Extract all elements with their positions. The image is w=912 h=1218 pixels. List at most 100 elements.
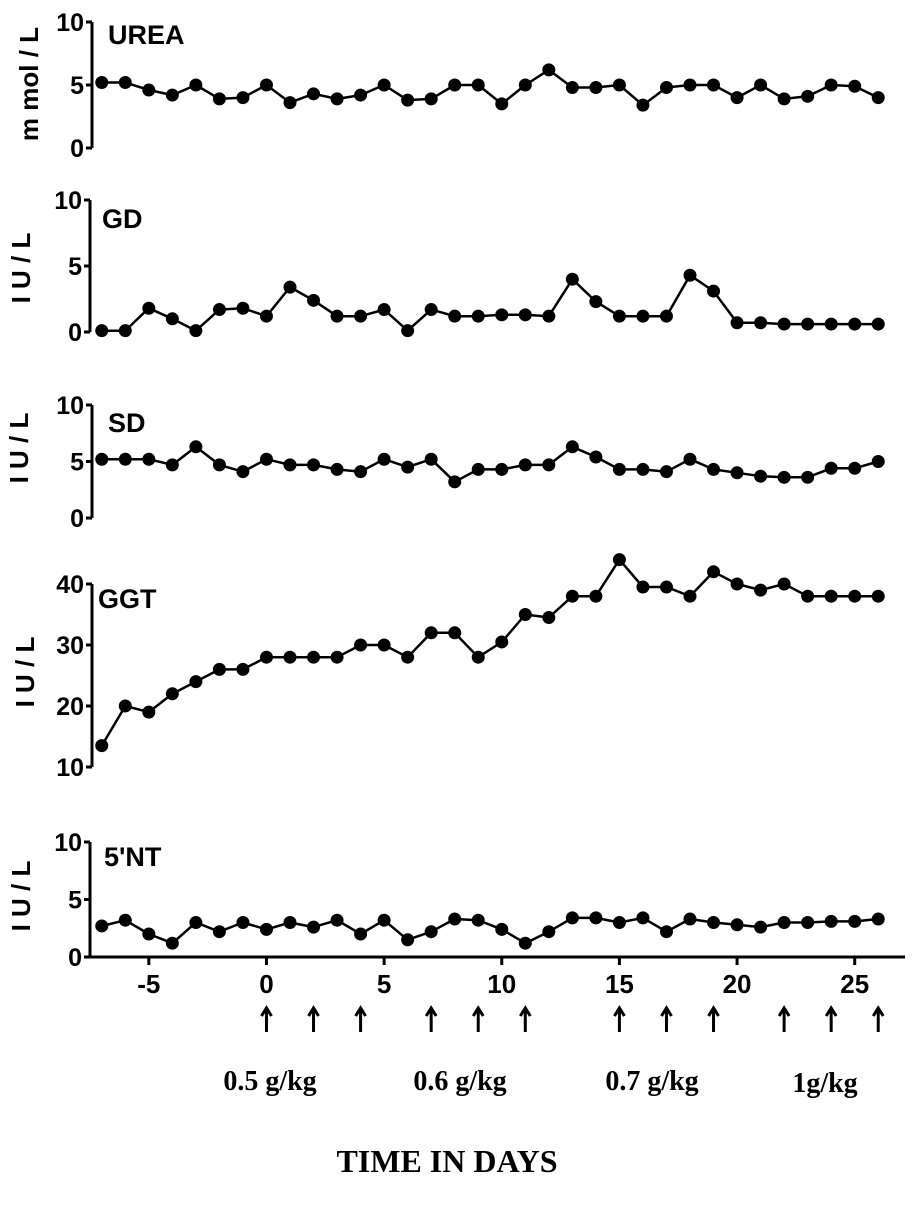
data-point: [659, 465, 673, 479]
dose-arrow: [424, 1005, 438, 1032]
data-point: [142, 452, 156, 466]
data-point: [565, 911, 579, 925]
dose-label-3: 0.7 g/kg: [605, 1066, 698, 1097]
y-axis-label: m mol / L: [14, 27, 44, 141]
data-point: [777, 317, 791, 331]
data-point: [683, 452, 697, 466]
data-point: [636, 98, 650, 112]
data-point: [636, 309, 650, 323]
data-point: [424, 925, 438, 939]
data-point: [448, 912, 462, 926]
data-point: [283, 280, 297, 294]
data-point: [495, 97, 509, 111]
data-point: [565, 272, 579, 286]
data-point: [636, 911, 650, 925]
data-point: [801, 317, 815, 331]
data-point: [212, 662, 226, 676]
dose-arrow: [354, 1005, 367, 1032]
data-point: [612, 916, 626, 929]
data-point: [589, 911, 603, 925]
y-tick-label: 5: [68, 253, 82, 281]
data-point: [871, 91, 885, 105]
data-point: [730, 91, 744, 105]
data-point: [707, 565, 721, 579]
data-point: [707, 462, 721, 476]
y-tick-label: 0: [68, 944, 82, 972]
data-point: [848, 79, 862, 93]
data-point: [565, 81, 579, 95]
data-point: [848, 317, 862, 331]
panel-5: 0 5 10 I U / L 5'NT: [6, 829, 885, 972]
data-point: [377, 638, 391, 652]
data-point: [189, 78, 203, 92]
data-point: [612, 553, 626, 567]
data-point: [377, 78, 391, 92]
data-point: [707, 916, 721, 929]
y-tick-label: 0: [68, 319, 82, 347]
data-point: [354, 638, 368, 652]
data-point: [612, 78, 626, 92]
data-point: [848, 914, 862, 928]
data-point: [871, 455, 885, 468]
data-point: [777, 577, 791, 591]
dose-label-4: 1g/kg: [792, 1068, 857, 1099]
data-point: [518, 308, 532, 322]
data-point: [354, 927, 368, 941]
series-line: [101, 916, 879, 945]
data-point: [330, 92, 344, 106]
data-point: [730, 316, 744, 330]
panel-4: 10 20 30 40 I U / L GGT: [10, 553, 885, 782]
data-point: [448, 626, 462, 640]
data-point: [424, 303, 438, 317]
data-point: [777, 470, 791, 484]
y-tick-label: 20: [56, 693, 84, 721]
data-point: [518, 608, 532, 621]
data-point: [589, 81, 603, 95]
data-point: [283, 458, 297, 472]
y-tick-label: 10: [56, 392, 84, 420]
dose-arrow: [519, 1005, 532, 1032]
data-point: [377, 303, 391, 317]
panel-title: 5'NT: [104, 842, 162, 872]
dose-arrow: [471, 1005, 485, 1032]
y-axis-label: I U / L: [6, 232, 36, 303]
data-point: [495, 308, 509, 322]
data-point: [448, 309, 462, 323]
data-point: [683, 78, 697, 92]
data-point: [683, 912, 697, 926]
data-point: [495, 635, 509, 649]
data-point: [518, 78, 532, 92]
data-point: [118, 699, 132, 713]
data-point: [683, 589, 697, 603]
panel-2: 0 5 10 I U / L GD: [6, 187, 885, 347]
data-point: [401, 650, 415, 664]
data-point: [259, 309, 273, 323]
y-tick-label: 10: [54, 187, 82, 215]
data-point: [801, 916, 815, 929]
data-point: [330, 913, 344, 927]
data-point: [636, 462, 650, 476]
data-point: [754, 583, 768, 597]
data-point: [95, 919, 109, 933]
data-point: [165, 936, 179, 950]
y-tick-label: 30: [56, 632, 84, 660]
y-tick-label: 5: [70, 72, 84, 100]
data-point: [471, 913, 485, 927]
dose-label-1: 0.5 g/kg: [223, 1066, 316, 1097]
y-tick-label: 5: [68, 887, 82, 915]
data-point: [801, 589, 815, 603]
data-point: [165, 687, 179, 701]
data-point: [401, 324, 415, 338]
data-point: [659, 925, 673, 939]
data-point: [448, 78, 462, 92]
data-point: [165, 458, 179, 472]
data-point: [565, 440, 579, 454]
data-point: [542, 458, 556, 472]
data-point: [848, 589, 862, 603]
y-tick-label: 5: [70, 449, 84, 477]
data-point: [683, 268, 697, 282]
data-point: [165, 312, 179, 326]
data-point: [95, 452, 109, 466]
panel-title: GGT: [98, 584, 157, 614]
series-line: [100, 558, 879, 747]
